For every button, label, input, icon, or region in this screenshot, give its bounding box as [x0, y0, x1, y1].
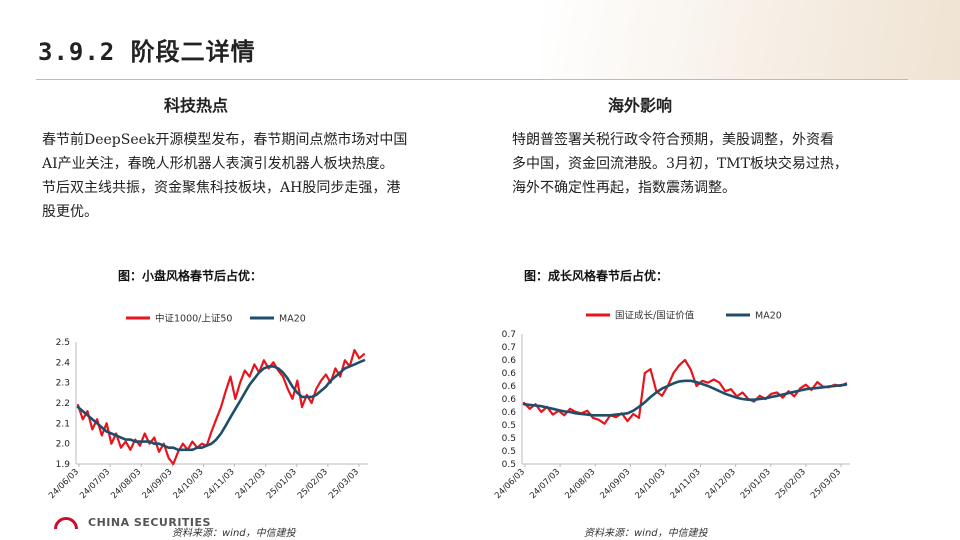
decorative-corner	[540, 0, 960, 80]
x-tick-label: 24/11/03	[669, 467, 703, 501]
x-tick-label: 24/12/03	[234, 467, 268, 501]
legend-label: MA20	[755, 311, 782, 322]
page-title: 3.9.2 阶段二详情	[38, 32, 256, 67]
y-tick-label: 0.6	[502, 356, 517, 366]
y-tick-label: 0.5	[502, 421, 516, 431]
x-tick-label: 24/09/03	[598, 467, 632, 501]
x-tick-label: 25/03/03	[809, 467, 843, 501]
y-tick-label: 2.3	[56, 379, 70, 389]
right-paragraph-line: 多中国，资金回流港股。3月初，TMT板块交易过热，	[512, 156, 848, 172]
y-tick-label: 0.6	[502, 395, 517, 405]
y-tick-label: 0.6	[502, 369, 517, 379]
y-tick-label: 0.5	[502, 447, 516, 457]
left-paragraph-line: 节后双主线共振，资金聚焦科技板块，AH股同步走强，港	[42, 180, 401, 196]
x-tick-label: 24/08/03	[109, 467, 143, 501]
y-tick-label: 0.5	[502, 460, 516, 470]
small-cap-ratio-chart: 中证1000/上证50 MA20 1.9 2.0 2.1 2.2 2.3 2.4 2.5 24/0…	[47, 313, 368, 501]
left-paragraph-line: 股更优。	[42, 204, 98, 220]
section-number: 3.9.2	[38, 38, 116, 66]
left-paragraph: 春节前DeepSeek开源模型发布，春节期间点燃市场对中国 AI产业关注，春晚人…	[42, 128, 407, 224]
x-tick-label: 24/07/03	[78, 467, 112, 501]
x-tick-label: 25/02/03	[296, 467, 330, 501]
x-tick-label: 24/07/03	[528, 467, 562, 501]
x-tick-label: 25/01/03	[265, 467, 299, 501]
y-tick-label: 1.9	[56, 460, 71, 470]
y-tick-label: 2.4	[56, 358, 71, 368]
left-paragraph-line: AI产业关注，春晚人形机器人表演引发机器人板块热度。	[42, 156, 394, 172]
y-tick-label: 2.5	[56, 338, 70, 348]
y-tick-label: 0.7	[502, 330, 516, 340]
left-heading: 科技热点	[164, 96, 229, 115]
left-figure-caption: 图：小盘风格春节后占优：	[118, 269, 263, 283]
x-tick-label: 25/01/03	[739, 467, 773, 501]
right-figure-caption: 图：成长风格春节后占优：	[524, 269, 669, 283]
right-heading: 海外影响	[608, 96, 673, 115]
x-tick-label: 24/10/03	[171, 467, 205, 501]
x-tick-label: 24/08/03	[563, 467, 597, 501]
legend-label: 中证1000/上证50	[155, 313, 232, 325]
y-tick-label: 2.1	[56, 419, 70, 429]
ma20-series-line	[522, 379, 848, 417]
x-tick-label: 24/11/03	[203, 467, 237, 501]
left-paragraph-line: 春节前DeepSeek开源模型发布，春节期间点燃市场对中国	[42, 132, 408, 148]
right-paragraph-line: 特朗普签署关税行政令符合预期，美股调整，外资看	[512, 132, 834, 148]
y-tick-label: 0.6	[502, 408, 517, 418]
ratio-series-line	[76, 348, 366, 466]
logo-text: CHINA SECURITIES	[88, 515, 211, 529]
x-tick-label: 24/10/03	[633, 467, 667, 501]
right-paragraph-line: 海外不确定性再起，指数震荡调整。	[512, 180, 736, 196]
legend-label: 国证成长/国证价值	[615, 310, 695, 322]
left-source-note: 资料来源：wind，中信建投	[172, 528, 296, 539]
legend-label: MA20	[279, 314, 306, 325]
right-paragraph: 特朗普签署关税行政令符合预期，美股调整，外资看 多中国，资金回流港股。3月初，T…	[512, 128, 848, 200]
section-title: 阶段二详情	[130, 38, 256, 66]
x-tick-label: 25/02/03	[774, 467, 808, 501]
right-source-note: 资料来源：wind，中信建投	[584, 528, 708, 539]
brand-logo: CHINA SECURITIES	[52, 512, 211, 532]
y-tick-label: 0.6	[502, 382, 517, 392]
logo-arc-icon	[52, 515, 80, 529]
y-tick-label: 2.0	[56, 440, 71, 450]
x-tick-label: 24/09/03	[140, 467, 174, 501]
x-tick-label: 25/03/03	[327, 467, 361, 501]
growth-value-ratio-chart: 国证成长/国证价值 MA20 0.5 0.5 0.5 0.5 0.6 0.6 0.6 0.6 0.6…	[493, 310, 850, 501]
title-divider	[36, 79, 908, 80]
y-tick-label: 0.7	[502, 343, 516, 353]
y-tick-label: 2.2	[56, 399, 70, 409]
y-tick-label: 0.5	[502, 434, 516, 444]
ma20-series-line	[76, 358, 366, 452]
x-tick-label: 24/12/03	[704, 467, 738, 501]
x-tick-label: 24/06/03	[493, 467, 527, 501]
x-tick-label: 24/06/03	[47, 467, 81, 501]
